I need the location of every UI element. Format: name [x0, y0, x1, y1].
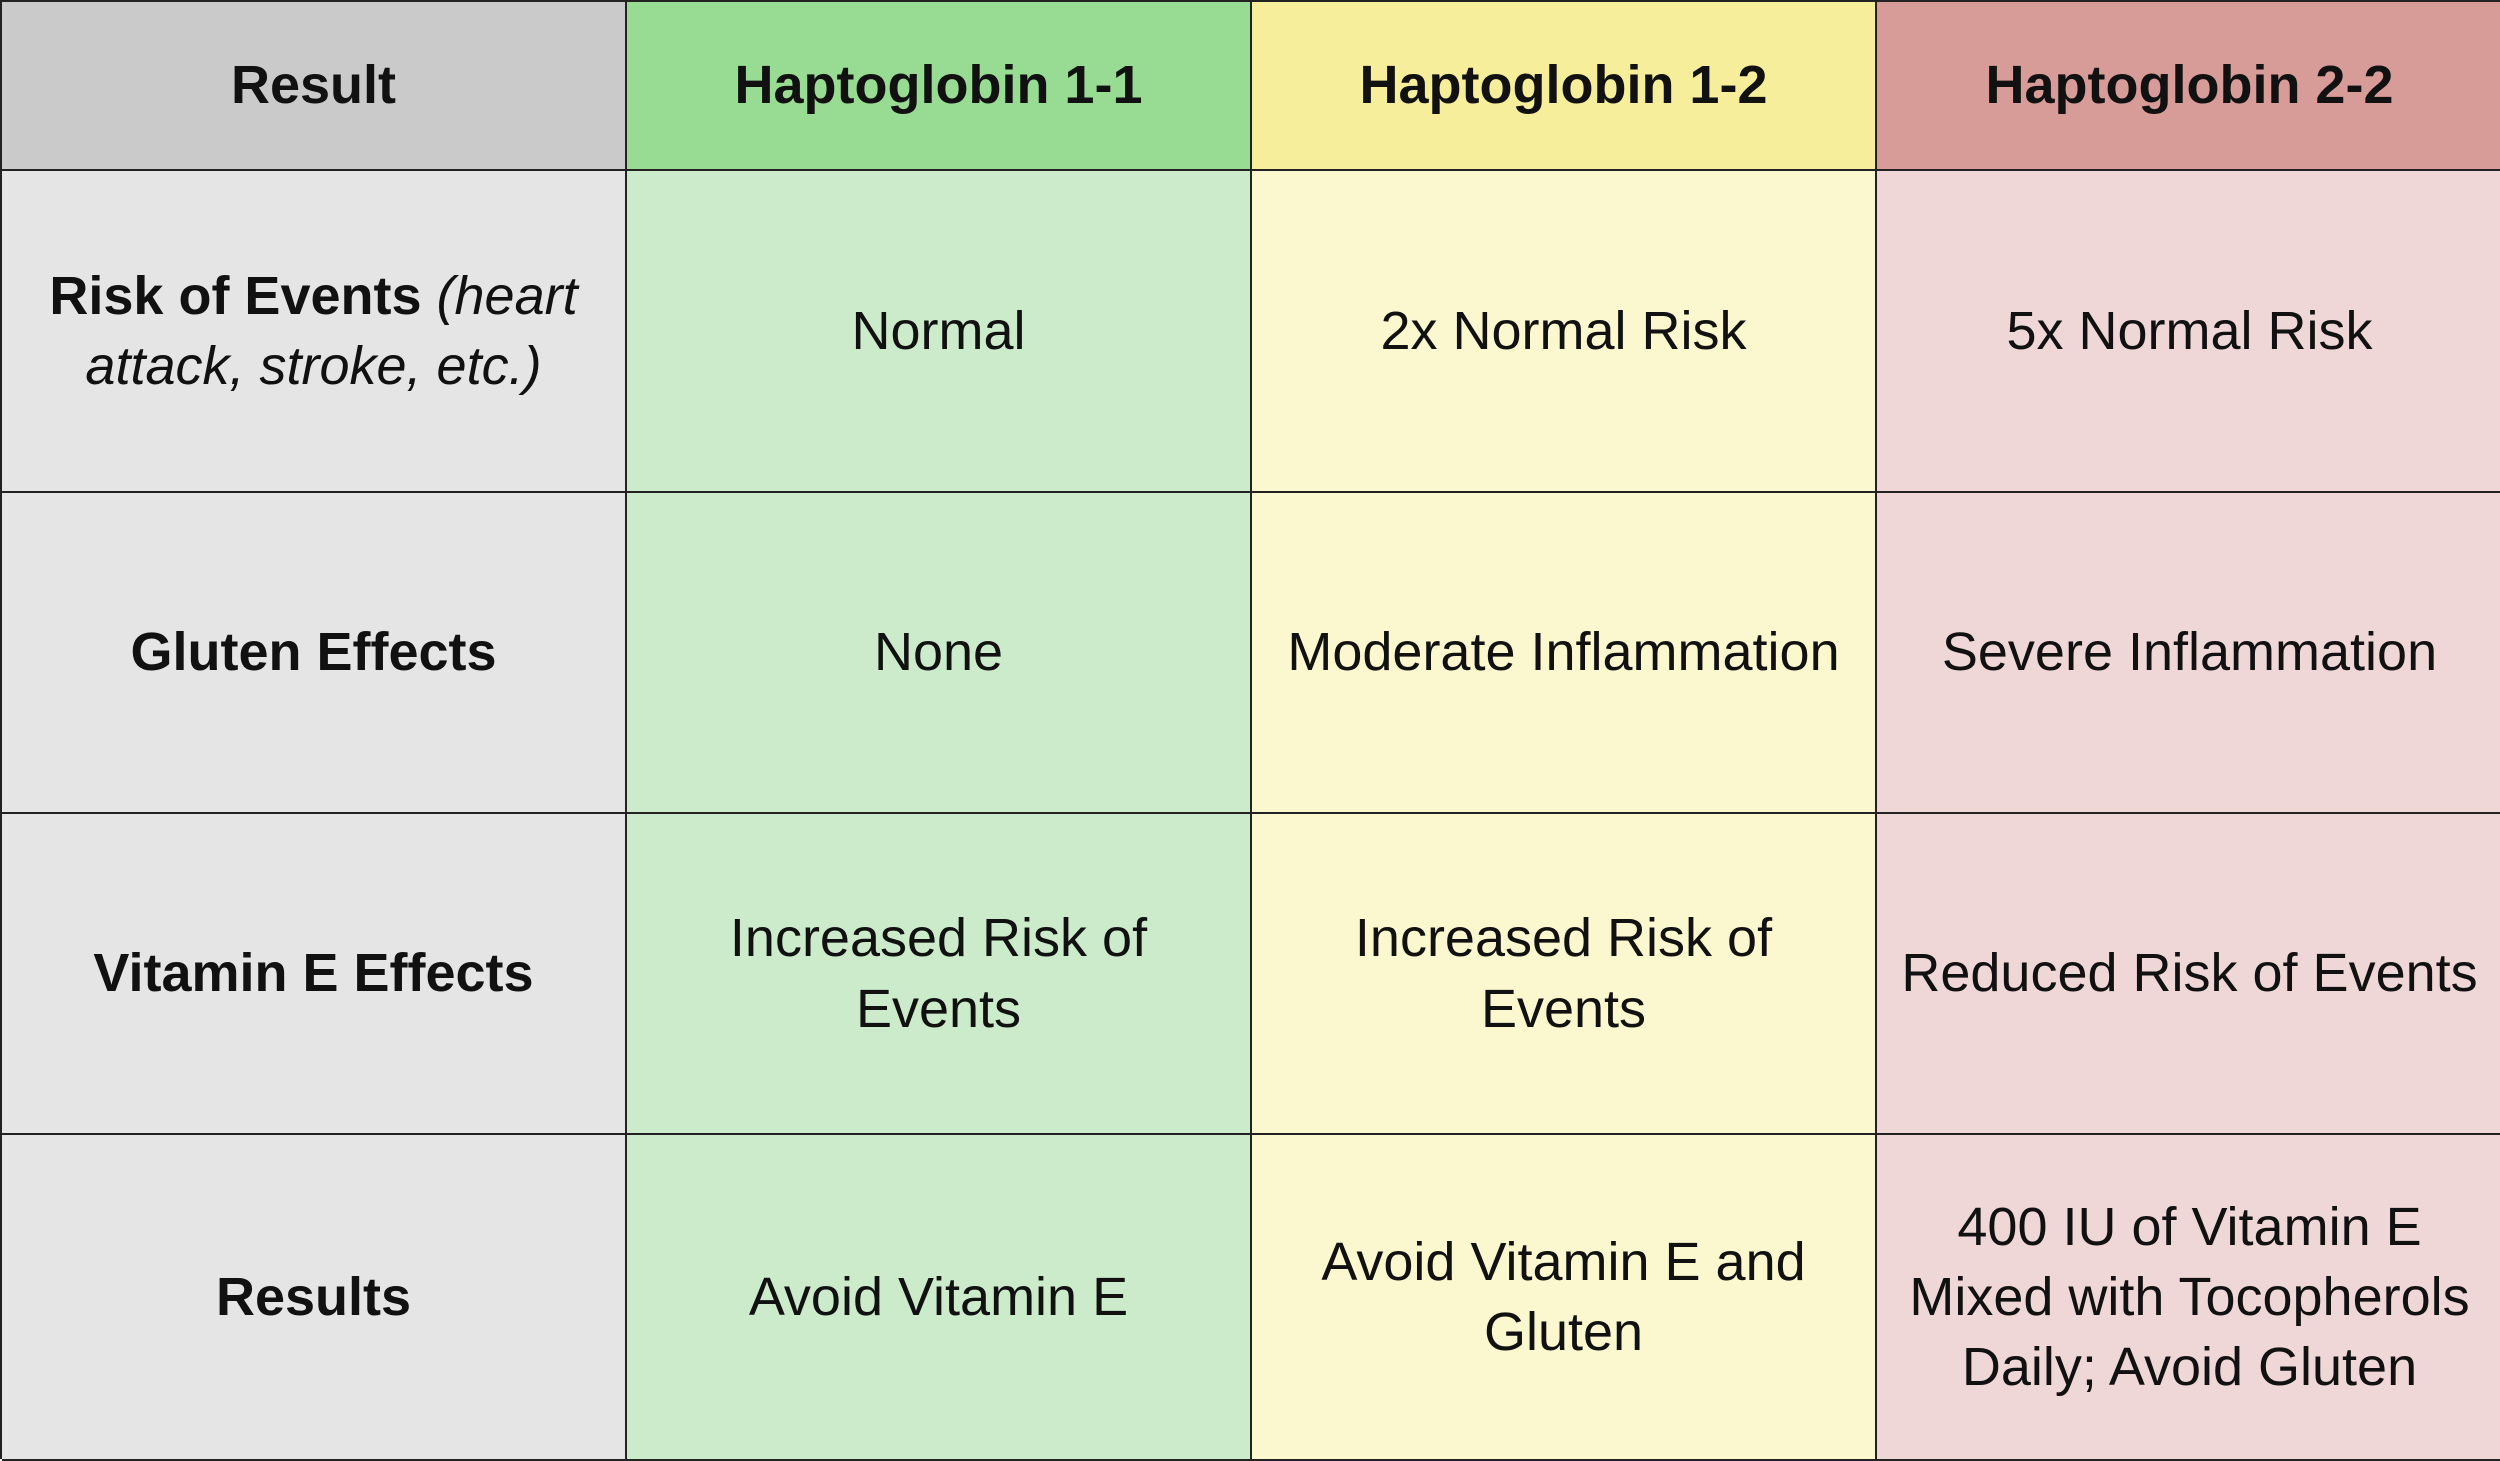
row-label-cell: Results	[2, 1135, 627, 1461]
row-label-text: Vitamin E Effects	[93, 943, 534, 1004]
data-cell: Increased Risk of Events	[627, 814, 1252, 1135]
row-label-text: Risk of Events	[49, 265, 422, 326]
row-label-cell: Vitamin E Effects	[2, 814, 627, 1135]
header-cell: Result	[2, 2, 627, 171]
data-cell: Moderate Inflammation	[1252, 493, 1877, 814]
row-label-note: (heart attack, stroke, etc.)	[85, 265, 578, 396]
data-cell: Severe Inflammation	[1877, 493, 2500, 814]
data-cell: 2x Normal Risk	[1252, 171, 1877, 493]
data-cell: Reduced Risk of Events	[1877, 814, 2500, 1135]
data-cell: Normal	[627, 171, 1252, 493]
data-cell: 400 IU of Vitamin E Mixed with Tocophero…	[1877, 1135, 2500, 1461]
header-cell: Haptoglobin 1-1	[627, 2, 1252, 171]
data-cell: 5x Normal Risk	[1877, 171, 2500, 493]
header-cell: Haptoglobin 2-2	[1877, 2, 2500, 171]
data-cell: Avoid Vitamin E	[627, 1135, 1252, 1461]
row-label: Risk of Events (heart attack, stroke, et…	[18, 261, 609, 401]
row-label: Results	[216, 1262, 411, 1332]
row-label-text: Gluten Effects	[130, 622, 497, 683]
data-cell: Increased Risk of Events	[1252, 814, 1877, 1135]
row-label: Vitamin E Effects	[93, 938, 533, 1008]
header-cell: Haptoglobin 1-2	[1252, 2, 1877, 171]
data-cell: Avoid Vitamin E and Gluten	[1252, 1135, 1877, 1461]
row-label-text: Results	[215, 1266, 412, 1327]
row-label-cell: Risk of Events (heart attack, stroke, et…	[2, 171, 627, 493]
data-cell: None	[627, 493, 1252, 814]
row-label: Gluten Effects	[130, 617, 496, 687]
row-label-cell: Gluten Effects	[2, 493, 627, 814]
